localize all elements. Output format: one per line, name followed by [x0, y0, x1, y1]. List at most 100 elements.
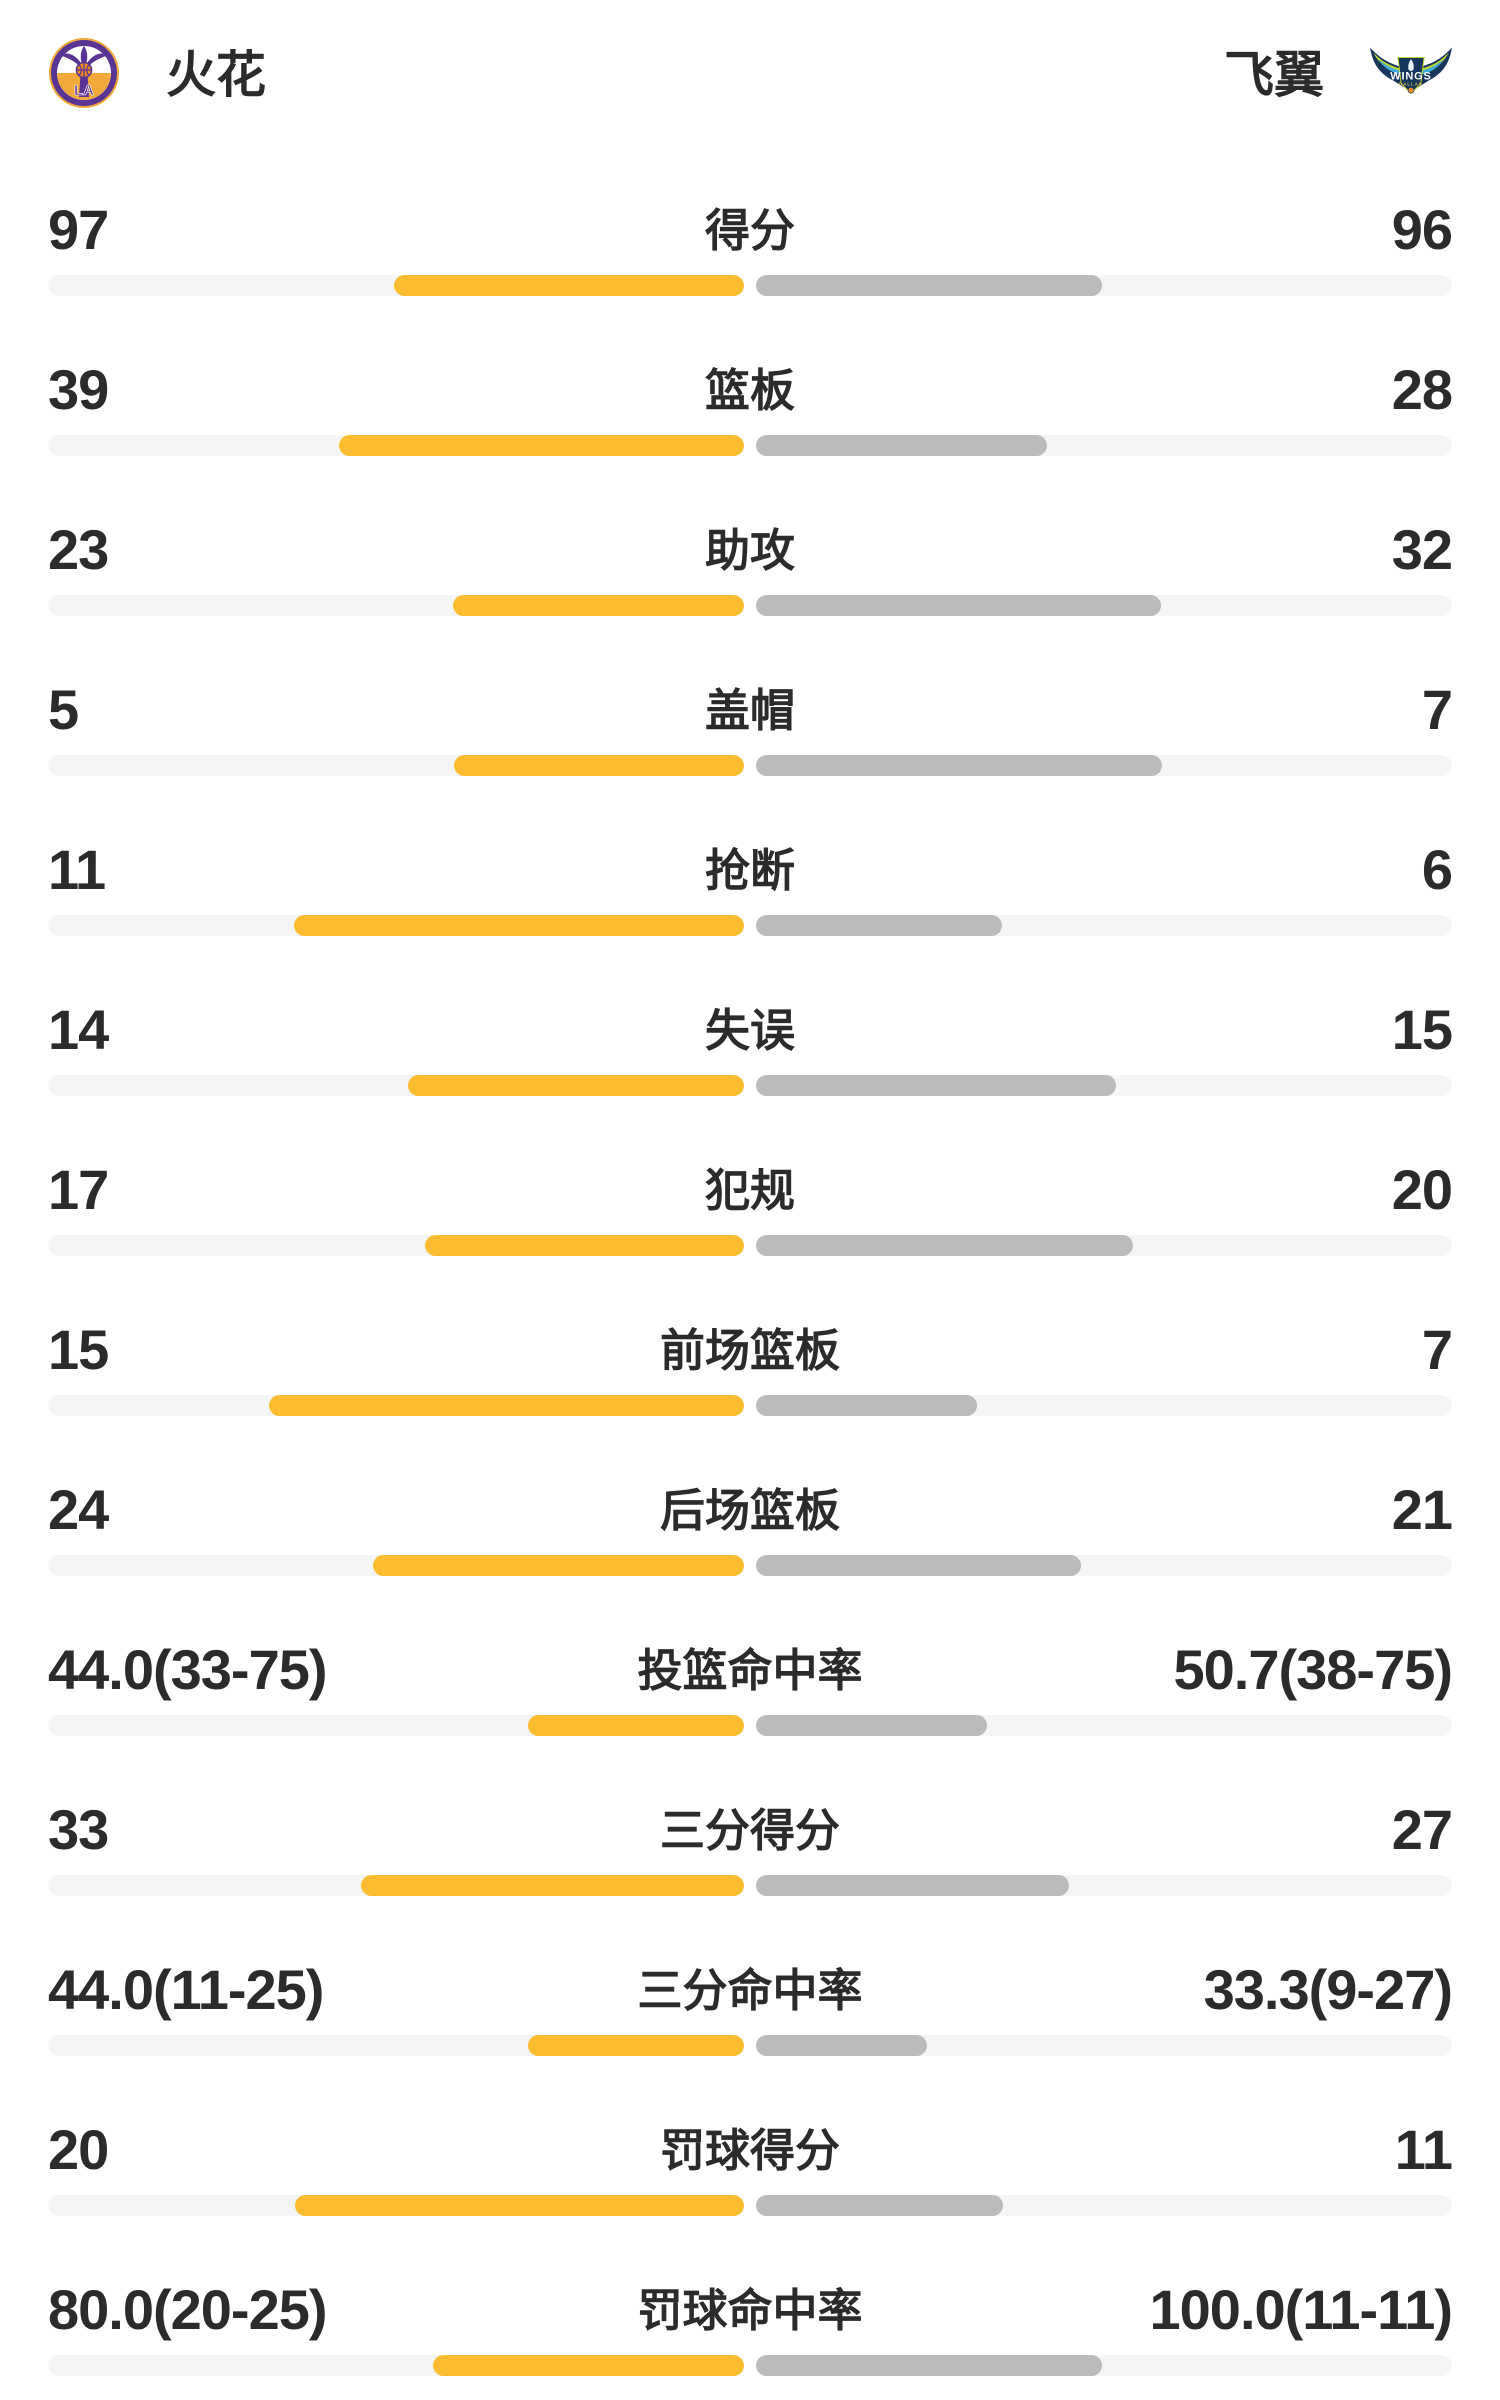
sparks-logo-text: LA: [74, 82, 94, 99]
comparison-bar: [48, 1395, 1452, 1416]
away-value: 33.3(9-27): [1203, 1958, 1453, 2021]
team-away: 飞翼 WINGS DALLAS: [1224, 46, 1452, 105]
home-value: 39: [48, 358, 109, 421]
stat-line: 80.0(20-25) 罚球命中率 100.0(11-11): [48, 2278, 1453, 2341]
away-value: 7: [1421, 1318, 1453, 1381]
home-bar-track: [48, 275, 744, 296]
stat-row: 15 前场篮板 7: [48, 1270, 1453, 1430]
bar-center-gap: [744, 275, 756, 296]
away-bar-fill: [756, 2195, 1004, 2216]
stat-label: 助攻: [704, 524, 796, 576]
home-value: 33: [48, 1798, 109, 1861]
stat-row: 33 三分得分 27: [48, 1750, 1453, 1910]
comparison-bar: [48, 1075, 1452, 1096]
away-bar-fill: [756, 1555, 1082, 1576]
home-bar-fill: [295, 2195, 744, 2216]
home-bar-fill: [373, 1555, 744, 1576]
home-bar-fill: [453, 595, 744, 616]
away-bar-fill: [756, 595, 1162, 616]
away-bar-fill: [756, 275, 1102, 296]
bar-center-gap: [744, 1715, 756, 1736]
wings-logo-icon: WINGS DALLAS: [1370, 46, 1452, 105]
comparison-bar: [48, 755, 1452, 776]
away-team-name: 飞翼: [1224, 47, 1324, 103]
team-home: LA 火花: [48, 37, 266, 114]
home-value: 15: [48, 1318, 109, 1381]
stat-row: 14 失误 15: [48, 950, 1453, 1110]
away-bar-track: [756, 755, 1452, 776]
away-value: 96: [1391, 198, 1453, 261]
bar-center-gap: [744, 2035, 756, 2056]
away-bar-track: [756, 2035, 1452, 2056]
bar-center-gap: [744, 2355, 756, 2376]
away-bar-track: [756, 1875, 1452, 1896]
home-value: 24: [48, 1478, 109, 1541]
away-bar-track: [756, 1075, 1452, 1096]
stat-label: 罚球命中率: [637, 2284, 863, 2336]
stat-label: 投篮命中率: [637, 1644, 863, 1696]
home-bar-fill: [432, 2355, 744, 2376]
away-bar-fill: [756, 2355, 1102, 2376]
home-bar-track: [48, 1395, 744, 1416]
stat-line: 97 得分 96: [48, 198, 1453, 261]
away-bar-track: [756, 2195, 1452, 2216]
stat-label: 前场篮板: [659, 1324, 841, 1376]
home-value: 97: [48, 198, 109, 261]
away-bar-track: [756, 915, 1452, 936]
comparison-bar: [48, 435, 1452, 456]
away-bar-fill: [756, 435, 1047, 456]
sparks-logo-icon: LA: [48, 37, 120, 114]
stat-label: 三分得分: [659, 1804, 841, 1856]
away-bar-track: [756, 1395, 1452, 1416]
stat-line: 20 罚球得分 11: [48, 2118, 1453, 2181]
bar-center-gap: [744, 755, 756, 776]
comparison-bar: [48, 915, 1452, 936]
home-bar-track: [48, 2355, 744, 2376]
away-bar-fill: [756, 2035, 928, 2056]
away-bar-track: [756, 435, 1452, 456]
home-bar-fill: [393, 275, 744, 296]
home-bar-track: [48, 755, 744, 776]
home-value: 44.0(33-75): [48, 1638, 328, 1701]
home-bar-track: [48, 1555, 744, 1576]
home-bar-track: [48, 1715, 744, 1736]
comparison-bar: [48, 595, 1452, 616]
stat-line: 44.0(11-25) 三分命中率 33.3(9-27): [48, 1958, 1453, 2021]
home-bar-fill: [293, 915, 744, 936]
bar-center-gap: [744, 1555, 756, 1576]
stat-label: 三分命中率: [637, 1964, 863, 2016]
stat-line: 39 篮板 28: [48, 358, 1453, 421]
comparison-bar: [48, 1875, 1452, 1896]
stat-line: 14 失误 15: [48, 1000, 1453, 1060]
stat-row: 39 篮板 28: [48, 310, 1453, 470]
away-bar-track: [756, 595, 1452, 616]
comparison-bar: [48, 2355, 1452, 2376]
home-bar-fill: [407, 1075, 744, 1096]
stat-label: 篮板: [704, 364, 796, 416]
stat-row: 11 抢断 6: [48, 790, 1453, 950]
home-bar-fill: [269, 1395, 744, 1416]
stat-row: 23 助攻 32: [48, 470, 1453, 630]
home-bar-track: [48, 1075, 744, 1096]
stat-line: 5 盖帽 7: [48, 678, 1453, 741]
bar-center-gap: [744, 1075, 756, 1096]
stat-label: 抢断: [704, 844, 796, 896]
home-value: 5: [48, 678, 79, 741]
home-value: 44.0(11-25): [48, 1958, 324, 2021]
away-value: 27: [1391, 1798, 1453, 1861]
stat-label: 得分: [704, 204, 796, 256]
stat-row: 20 罚球得分 11: [48, 2070, 1453, 2230]
wings-logo-subtext: DALLAS: [1399, 81, 1423, 86]
comparison-bar: [48, 1555, 1452, 1576]
bar-center-gap: [744, 1235, 756, 1256]
home-value: 20: [48, 2118, 109, 2181]
stat-row: 44.0(33-75) 投篮命中率 50.7(38-75): [48, 1590, 1453, 1750]
home-bar-track: [48, 2195, 744, 2216]
home-bar-track: [48, 435, 744, 456]
away-bar-fill: [756, 915, 1002, 936]
stat-row: 80.0(20-25) 罚球命中率 100.0(11-11): [48, 2230, 1453, 2390]
bar-center-gap: [744, 915, 756, 936]
home-value: 80.0(20-25): [48, 2278, 328, 2341]
stats-list: 97 得分 96 39 篮板 28: [48, 150, 1453, 2390]
